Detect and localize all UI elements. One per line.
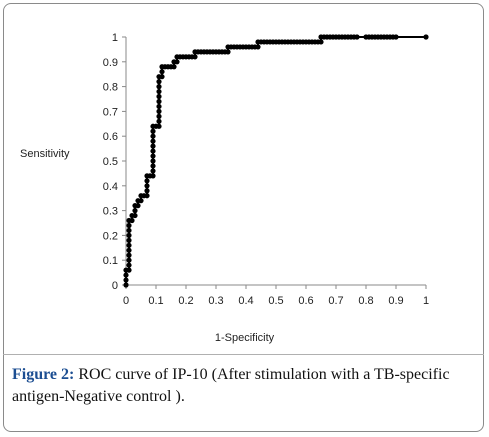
data-point	[171, 64, 177, 70]
data-point	[126, 252, 132, 258]
data-point	[150, 168, 156, 174]
data-point	[159, 69, 165, 75]
figure-caption: Figure 2: ROC curve of IP-10 (After stim…	[12, 364, 478, 408]
x-tick-label: 0.8	[358, 295, 373, 307]
y-tick-label: 0.1	[103, 255, 118, 267]
data-point	[156, 93, 162, 100]
data-point	[225, 49, 231, 55]
data-point	[150, 138, 156, 144]
data-point	[150, 143, 156, 149]
data-point	[156, 103, 162, 110]
y-tick-label: 0.8	[103, 82, 118, 94]
data-point	[150, 158, 156, 164]
y-tick-label: 0.3	[103, 206, 118, 218]
figure-caption-text: ROC curve of IP-10 (After stimulation wi…	[12, 366, 450, 405]
data-point	[150, 133, 156, 139]
data-point	[123, 277, 129, 283]
data-point	[138, 198, 144, 204]
y-tick-label: 0	[112, 280, 118, 292]
x-tick-labels: 0 0.1 0.2 0.3 0.4 0.5 0.6 0.7 0.8 0.9 1	[123, 285, 429, 307]
data-point	[393, 34, 399, 40]
roc-series-markers	[123, 34, 429, 288]
data-point	[150, 153, 156, 159]
x-tick-label: 1	[423, 295, 429, 307]
x-tick-label: 0.6	[298, 295, 313, 307]
data-point	[132, 208, 138, 214]
data-point	[423, 34, 429, 40]
data-point	[144, 193, 150, 199]
roc-series-line	[125, 36, 426, 285]
data-point	[174, 59, 180, 65]
data-point	[150, 173, 156, 179]
data-point	[132, 212, 138, 219]
x-tick-label: 0.1	[148, 295, 163, 307]
caption-separator	[3, 354, 484, 355]
x-tick-label: 0.9	[388, 295, 403, 307]
data-point	[354, 34, 360, 40]
data-point	[150, 128, 156, 134]
data-point	[156, 118, 162, 124]
data-point	[126, 257, 132, 263]
data-point	[144, 178, 150, 184]
y-tick-labels: 0 0.1 0.2 0.3 0.4 0.5 0.6 0.7 0.8 0.9 1	[103, 32, 126, 292]
data-point	[150, 163, 156, 169]
x-axis-label: 1-Specificity	[214, 332, 275, 344]
data-point	[156, 79, 162, 85]
data-point	[126, 267, 132, 273]
data-point	[126, 227, 132, 234]
figure-label: Figure 2:	[12, 366, 75, 383]
data-point	[156, 113, 162, 119]
data-point	[123, 272, 129, 278]
data-point	[126, 232, 132, 238]
data-point	[159, 74, 165, 80]
data-point	[318, 39, 324, 45]
data-point	[156, 98, 162, 105]
y-tick-label: 0.4	[103, 181, 118, 193]
data-point	[255, 44, 261, 50]
x-tick-label: 0.7	[328, 295, 343, 307]
data-point	[126, 262, 132, 268]
y-tick-label: 1	[112, 32, 118, 44]
y-tick-label: 0.5	[103, 156, 118, 168]
x-tick-label: 0	[123, 295, 129, 307]
y-tick-label: 0.6	[103, 131, 118, 143]
data-point	[144, 188, 150, 194]
y-tick-label: 0.9	[103, 57, 118, 69]
data-point	[123, 282, 129, 288]
data-point	[135, 203, 141, 209]
data-point	[144, 183, 150, 189]
data-point	[156, 108, 162, 114]
data-point	[156, 88, 162, 95]
data-point	[156, 123, 162, 129]
y-tick-label: 0.2	[103, 230, 118, 242]
x-tick-label: 0.3	[208, 295, 223, 307]
data-point	[126, 247, 132, 253]
data-point	[126, 242, 132, 248]
x-tick-label: 0.4	[238, 295, 253, 307]
figure-frame	[3, 3, 484, 432]
data-point	[129, 217, 135, 224]
data-point	[156, 84, 162, 90]
data-point	[192, 54, 198, 60]
chart-axes	[125, 37, 426, 286]
y-tick-label: 0.7	[103, 106, 118, 118]
x-tick-label: 0.2	[178, 295, 193, 307]
y-axis-label: Sensitivity	[20, 148, 70, 160]
data-point	[126, 222, 132, 229]
x-tick-label: 0.5	[268, 295, 283, 307]
data-point	[126, 237, 132, 243]
data-point	[150, 148, 156, 154]
